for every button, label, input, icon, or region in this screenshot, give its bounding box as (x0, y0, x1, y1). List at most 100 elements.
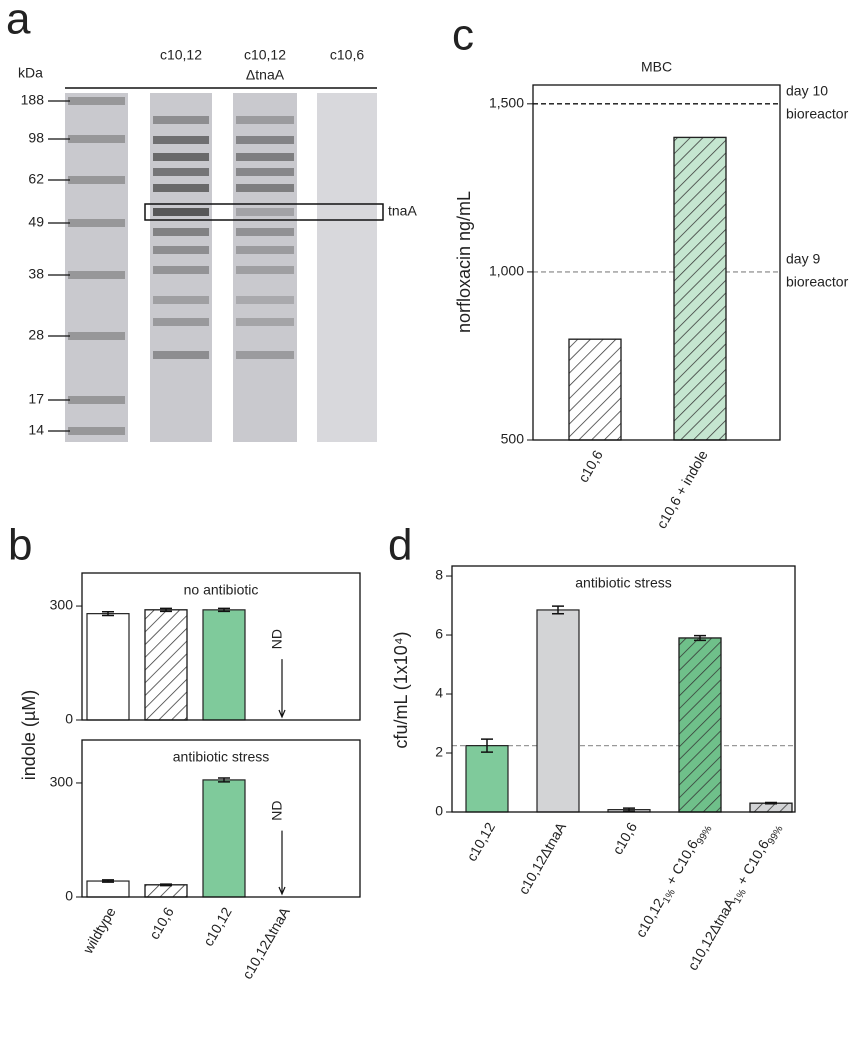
gel-lane (150, 93, 212, 442)
gel-band (236, 116, 294, 124)
gel-band (236, 168, 294, 176)
marker-label: 62 (28, 171, 44, 187)
gel-band (153, 318, 209, 326)
x-tick-label-part: + C10,6 (660, 837, 701, 891)
x-tick-label: c10,12ΔtnaA (239, 904, 293, 982)
gel-band (68, 427, 125, 435)
y-tick-label: 8 (435, 567, 443, 583)
gel-band (153, 266, 209, 274)
gel-band (236, 351, 294, 359)
bar-hatch (678, 637, 722, 813)
gel-band (68, 135, 125, 143)
gel-band (68, 97, 125, 105)
gel-band (68, 271, 125, 279)
gel-band (236, 246, 294, 254)
marker-label: 28 (28, 327, 44, 343)
y-axis-title: indole (µM) (19, 690, 39, 780)
marker-label: 49 (28, 214, 44, 230)
x-tick-label-part: c10,12 (632, 895, 667, 940)
x-tick-label-part: c10,12 (463, 819, 498, 864)
gel-lane (317, 93, 377, 442)
panel-letter: b (8, 521, 32, 570)
y-tick-label: 1,000 (489, 263, 524, 279)
panel-letter: c (452, 11, 474, 60)
gel-band (68, 396, 125, 404)
x-tick-label: c10,12 (463, 819, 498, 864)
gel-band (236, 228, 294, 236)
chart-title: antibiotic stress (173, 749, 269, 765)
reference-label: day 10 (786, 83, 828, 99)
marker-label: 188 (21, 92, 45, 108)
gel-lane (233, 93, 297, 442)
reference-label: bioreactor (786, 274, 849, 290)
gel-band (236, 318, 294, 326)
bar-hatch (144, 884, 188, 898)
error-bar (102, 610, 114, 617)
error-bar (102, 879, 114, 883)
y-tick-label: 0 (65, 888, 73, 904)
value-label: ND (269, 629, 285, 649)
x-tick-label: c10,6 (609, 819, 640, 857)
bar-hatch (673, 136, 727, 441)
gel-band (153, 136, 209, 144)
nd-arrow (278, 830, 286, 896)
gel-band (236, 266, 294, 274)
bar-hatch (144, 609, 188, 721)
marker-label: 98 (28, 130, 44, 146)
reference-label: day 9 (786, 251, 820, 267)
lane-label: ΔtnaA (246, 67, 285, 83)
gel-band (236, 153, 294, 161)
highlight-box (144, 203, 384, 221)
chart-title: MBC (641, 59, 672, 75)
reference-label: bioreactor (786, 106, 849, 122)
value-label: ND (269, 801, 285, 821)
plot-frame (532, 84, 781, 441)
y-tick-label: 2 (435, 744, 443, 760)
bar (86, 880, 130, 898)
error-bar (160, 883, 172, 887)
y-axis-title: norfloxacin ng/mL (454, 191, 474, 333)
y-axis-title: cfu/mL (1x10⁴) (391, 631, 411, 748)
gel-band (68, 332, 125, 340)
panel-letter: a (6, 0, 31, 44)
y-tick-label: 500 (501, 431, 525, 447)
gel-band (153, 228, 209, 236)
y-tick-label: 0 (65, 711, 73, 727)
x-tick-label-part: 99% (695, 824, 715, 847)
gel-band (153, 184, 209, 192)
bar-hatch (568, 338, 622, 441)
error-bar (160, 607, 172, 613)
gel-band (153, 246, 209, 254)
gel-band (236, 296, 294, 304)
y-tick-label: 1,500 (489, 95, 524, 111)
chart-title: no antibiotic (184, 582, 259, 598)
plot-frame (81, 739, 361, 898)
lane-label: c10,12 (160, 47, 202, 63)
error-bar (218, 777, 230, 783)
x-tick-label: c10,12ΔtnaA (515, 819, 569, 897)
gel-band (153, 351, 209, 359)
marker-label: 17 (28, 391, 44, 407)
panel-letter: d (388, 521, 412, 570)
y-axis-title: kDa (18, 65, 43, 81)
y-tick-label: 4 (435, 685, 443, 701)
chart-title: antibiotic stress (575, 575, 671, 591)
lane-label: c10,6 (330, 47, 364, 63)
y-tick-label: 0 (435, 803, 443, 819)
x-tick-label-part: 99% (766, 824, 786, 847)
error-bar (694, 634, 706, 642)
gel-band (68, 176, 125, 184)
lane-label: c10,12 (244, 47, 286, 63)
plot-frame (81, 572, 361, 721)
bar (202, 609, 246, 721)
error-bar (552, 605, 564, 615)
gel-band (153, 296, 209, 304)
error-bar (623, 807, 635, 812)
x-tick-label: wildtype (79, 904, 119, 957)
y-tick-label: 6 (435, 626, 443, 642)
x-tick-label-part: c10,12ΔtnaA (684, 895, 738, 973)
gel-band (236, 208, 294, 216)
gel-band (68, 219, 125, 227)
bar (202, 779, 246, 898)
